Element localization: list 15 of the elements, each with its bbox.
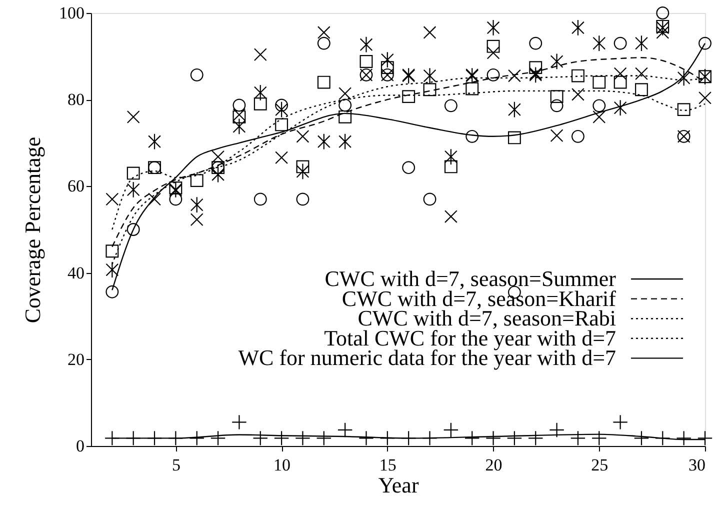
legend-label: CWC with d=7, season=Summer: [324, 266, 617, 291]
y-tick-label: 100: [59, 4, 84, 22]
x-tick-label: 20: [485, 456, 502, 474]
y-tick-label: 40: [68, 263, 84, 282]
x-tick-label: 5: [172, 456, 180, 474]
y-tick-label: 60: [68, 176, 84, 196]
x-tick-label: 30: [688, 456, 706, 474]
x-tick-label: 10: [274, 456, 291, 474]
y-axis-title: Coverage Percentage: [20, 136, 45, 324]
x-tick-label: 15: [379, 456, 396, 474]
y-tick-label: 80: [68, 90, 84, 110]
x-tick-label: 25: [591, 456, 608, 474]
y-tick-label: 0: [76, 436, 84, 456]
x-axis-title: Year: [378, 472, 420, 498]
y-tick-label: 20: [68, 350, 84, 369]
